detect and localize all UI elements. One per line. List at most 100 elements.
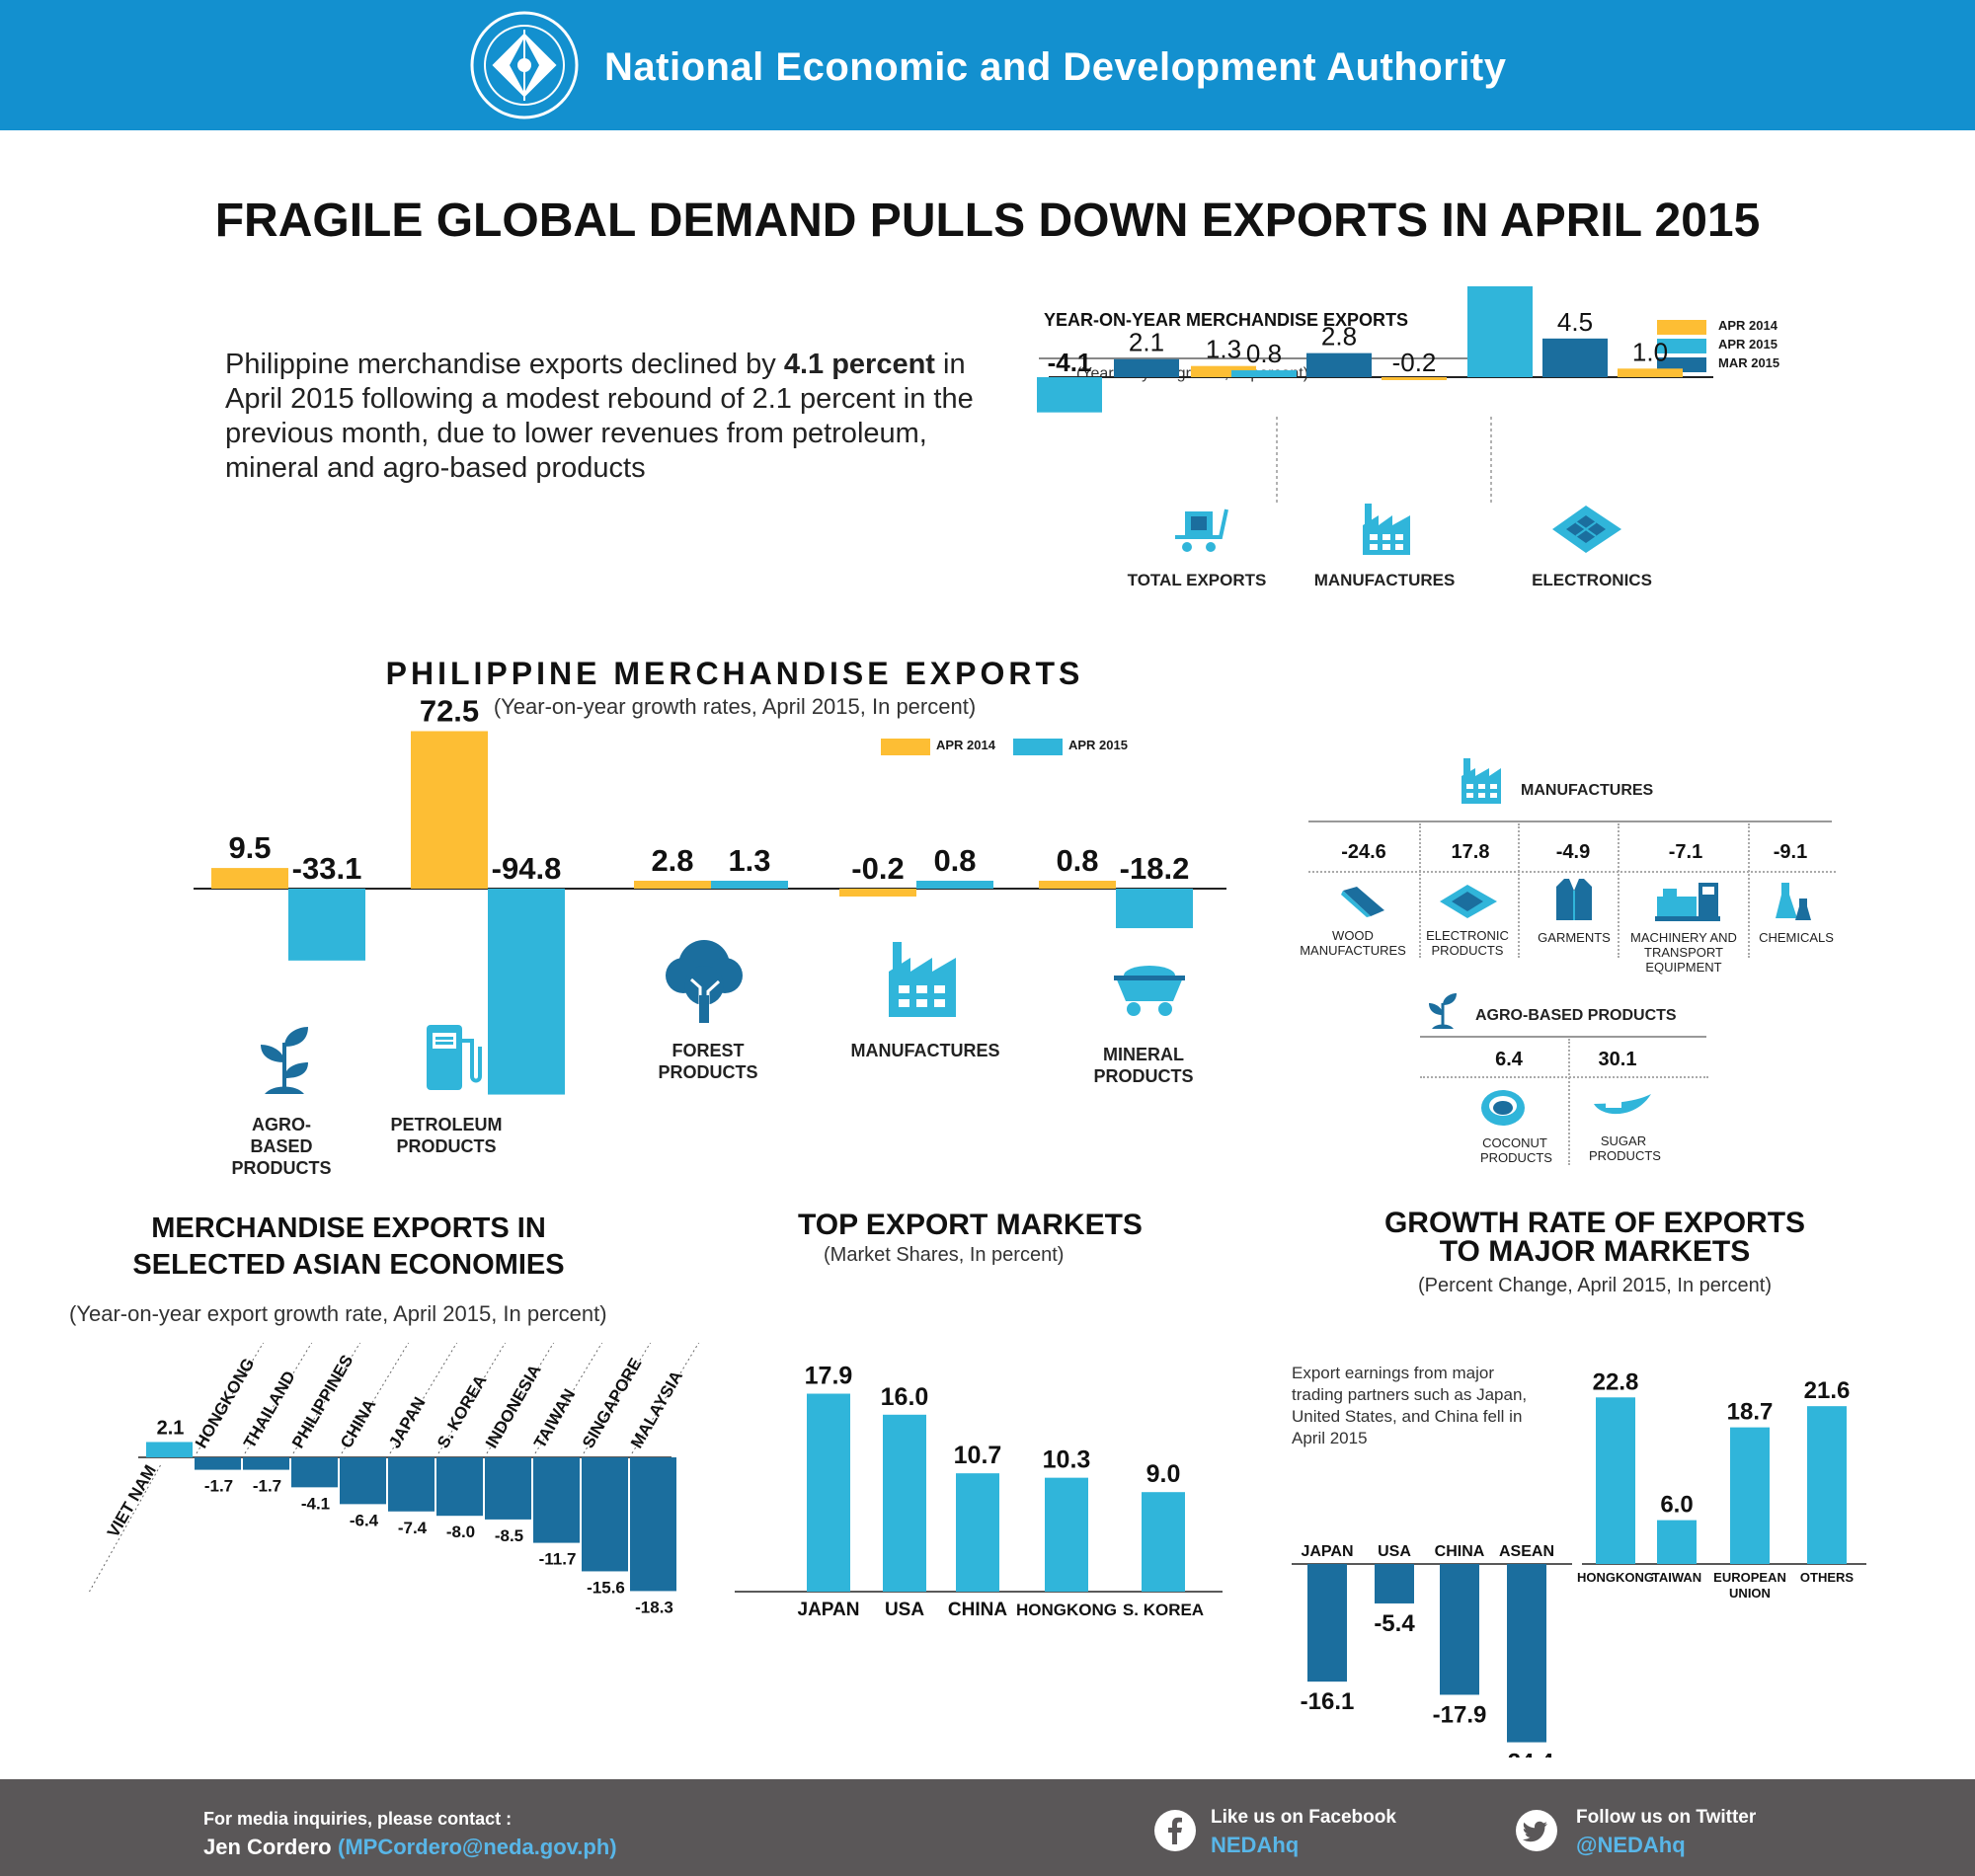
gmm-value-japan: -16.1 [1301, 1688, 1355, 1715]
pme-label-petroleum-text: PETROLEUM PRODUCTS [390, 1115, 503, 1156]
sugar-icon [1594, 1094, 1651, 1115]
pme-bar-mineral-products-apr-2015 [1116, 889, 1193, 929]
contact-label: For media inquiries, please contact : [203, 1809, 513, 1829]
yoy-label-manufactures: MANUFACTURES [1313, 571, 1456, 589]
facebook-icon[interactable] [1153, 1809, 1197, 1852]
yoy-bar-manufactures-apr-2014 [1382, 377, 1447, 380]
agro-label-coconut: COCONUT PRODUCTS [1456, 1135, 1574, 1165]
mfg-label-chemicals: CHEMICALS [1759, 930, 1834, 945]
plant-icon [1429, 993, 1457, 1029]
facebook-label: Like us on Facebook [1211, 1807, 1396, 1828]
pme-bar-agro-based-products-apr-2015 [288, 889, 365, 961]
gmm-bar-taiwan [1657, 1520, 1697, 1564]
yoy-title-rule [1039, 357, 1491, 359]
mfg-label-electronic: ELECTRONIC PRODUCTS [1426, 928, 1509, 958]
pme-legend-label-apr2015: APR 2015 [1068, 738, 1128, 752]
asian-label-china: CHINA [337, 1396, 379, 1451]
asian-title: MERCHANDISE EXPORTS IN SELECTED ASIAN EC… [132, 1212, 565, 1281]
asian-bar-singapore [582, 1457, 628, 1572]
gmm-annotation: Export earnings from major trading partn… [1292, 1364, 1528, 1447]
gmm-value-asean: -24.4 [1500, 1750, 1554, 1758]
yoy-bar-total-exports-mar-2015 [1114, 358, 1179, 377]
asian-label-taiwan: TAIWAN [530, 1386, 579, 1451]
gmm-label-others: OTHERS [1800, 1570, 1855, 1585]
wood-icon [1341, 887, 1384, 917]
gmm-label-union: UNION [1729, 1586, 1771, 1601]
contact-email-link[interactable]: (MPCordero@neda.gov.ph) [338, 1835, 617, 1859]
pme-bar-petroleum-products-apr-2015 [488, 889, 565, 1095]
microchip-icon [1440, 885, 1497, 918]
pme-bar-manufactures-apr-2014 [839, 889, 916, 897]
asian-value-hongkong: -1.7 [204, 1477, 233, 1496]
gmm-label-european: EUROPEAN [1713, 1570, 1786, 1585]
yoy-bar-electronics-apr-2014 [1618, 368, 1683, 377]
yoy-bar-total-exports-apr-2014 [1191, 365, 1256, 377]
asian-bar-hongkong [195, 1457, 241, 1470]
asian-value-s-korea: -8.0 [446, 1523, 475, 1541]
twitter-icon[interactable] [1515, 1809, 1558, 1852]
gmm-value-hongkong: 22.8 [1593, 1368, 1639, 1395]
mfg-label-wood: WOOD MANUFACTURES [1300, 928, 1406, 958]
gmm-title-text: GROWTH RATE OF EXPORTS TO MAJOR MARKETS [1383, 1207, 1806, 1268]
tem-label-japan: JAPAN [798, 1600, 860, 1620]
asian-subtitle: (Year-on-year export growth rate, April … [69, 1301, 607, 1326]
contact-name: Jen Cordero [203, 1835, 332, 1859]
pme-bar-manufactures-apr-2015 [916, 881, 993, 889]
mine-cart-icon [1114, 966, 1185, 1016]
yoy-value-total-exports-mar-2015: 2.1 [1129, 328, 1164, 357]
tem-value-china: 10.7 [954, 1442, 1002, 1469]
pme-value-mineral-products-apr-2015: -18.2 [1120, 851, 1190, 886]
pme-label-mineral: MINERAL PRODUCTS [1065, 1044, 1223, 1087]
asian-bar-malaysia [630, 1457, 676, 1592]
asian-label-japan: JAPAN [385, 1394, 430, 1451]
tem-bar-china [956, 1473, 999, 1592]
asian-bar-china [340, 1457, 386, 1505]
tem-chart: 17.9 JAPAN 16.0 USA 10.7 CHINA 10.3 HONGKONG 9.0… [735, 1363, 1223, 1620]
gmm-bar-hongkong [1596, 1397, 1635, 1564]
asian-value-japan: -7.4 [398, 1519, 428, 1537]
agro-table-rule [1420, 1036, 1706, 1038]
tem-bar-hongkong [1045, 1477, 1088, 1592]
gmm-subtitle: (Percent Change, April 2015, In percent) [1418, 1275, 1772, 1296]
intro-part1: Philippine merchandise exports declined … [225, 349, 784, 380]
facebook-handle-link[interactable]: NEDAhq [1211, 1833, 1300, 1857]
tem-subtitle: (Market Shares, In percent) [824, 1244, 1065, 1266]
yoy-bar-manufactures-apr-2015 [1231, 370, 1297, 377]
tem-value-japan: 17.9 [805, 1363, 853, 1390]
gmm-bar-european-union [1730, 1427, 1770, 1564]
pme-label-petroleum: PETROLEUM PRODUCTS [367, 1114, 525, 1157]
gmm-value-china: -17.9 [1433, 1701, 1487, 1728]
tem-value-s-korea: 9.0 [1146, 1460, 1181, 1488]
legend-label-apr2014: APR 2014 [1718, 318, 1778, 333]
yoy-value-manufactures-apr-2014: -0.2 [1392, 348, 1437, 377]
yoy-value-manufactures-mar-2015: 2.8 [1321, 322, 1357, 352]
gmm-label-hongkong: HONGKONG [1577, 1570, 1654, 1585]
agro-table-dots [1420, 1076, 1708, 1078]
mfg-value-chemicals: -9.1 [1773, 841, 1808, 863]
asian-bar-s-korea [436, 1457, 483, 1517]
agro-value-sugar: 30.1 [1598, 1049, 1637, 1070]
yoy-title: YEAR-ON-YEAR MERCHANDISE EXPORTS [1044, 310, 1409, 330]
mfg-label-machinery: MACHINERY AND TRANSPORT EQUIPMENT [1630, 930, 1737, 975]
main-title: FRAGILE GLOBAL DEMAND PULLS DOWN EXPORTS… [214, 195, 1761, 247]
intro-bold: 4.1 percent [783, 349, 935, 380]
pme-title: PHILIPPINE MERCHANDISE EXPORTS [385, 656, 1084, 691]
twitter-handle-link[interactable]: @NEDAhq [1576, 1833, 1686, 1857]
pme-subtitle: (Year-on-year growth rates, April 2015, … [493, 694, 977, 719]
pme-legend-swatch-apr2014 [881, 739, 930, 755]
gmm-bar-asean [1507, 1564, 1546, 1743]
asian-label-viet-nam: VIET NAM [104, 1462, 160, 1541]
pme-value-forest-products-apr-2014: 2.8 [651, 843, 693, 878]
gmm-label-asean: ASEAN [1499, 1543, 1554, 1560]
asian-value-indonesia: -8.5 [495, 1526, 523, 1545]
yoy-label-electronics: ELECTRONICS [1532, 571, 1652, 589]
org-name: National Economic and Development Author… [604, 45, 1507, 89]
machinery-icon [1655, 883, 1720, 921]
pme-label-forest: FOREST PRODUCTS [629, 1040, 787, 1083]
gmm-chart: -16.1 JAPAN -5.4 USA -17.9 CHINA -24.4 ASEAN 22.… [1292, 1368, 1866, 1758]
twitter-label: Follow us on Twitter [1576, 1807, 1757, 1828]
pme-value-mineral-products-apr-2014: 0.8 [1056, 843, 1098, 878]
mfg-table-dots [1308, 871, 1836, 873]
gmm-bar-others [1807, 1406, 1847, 1564]
